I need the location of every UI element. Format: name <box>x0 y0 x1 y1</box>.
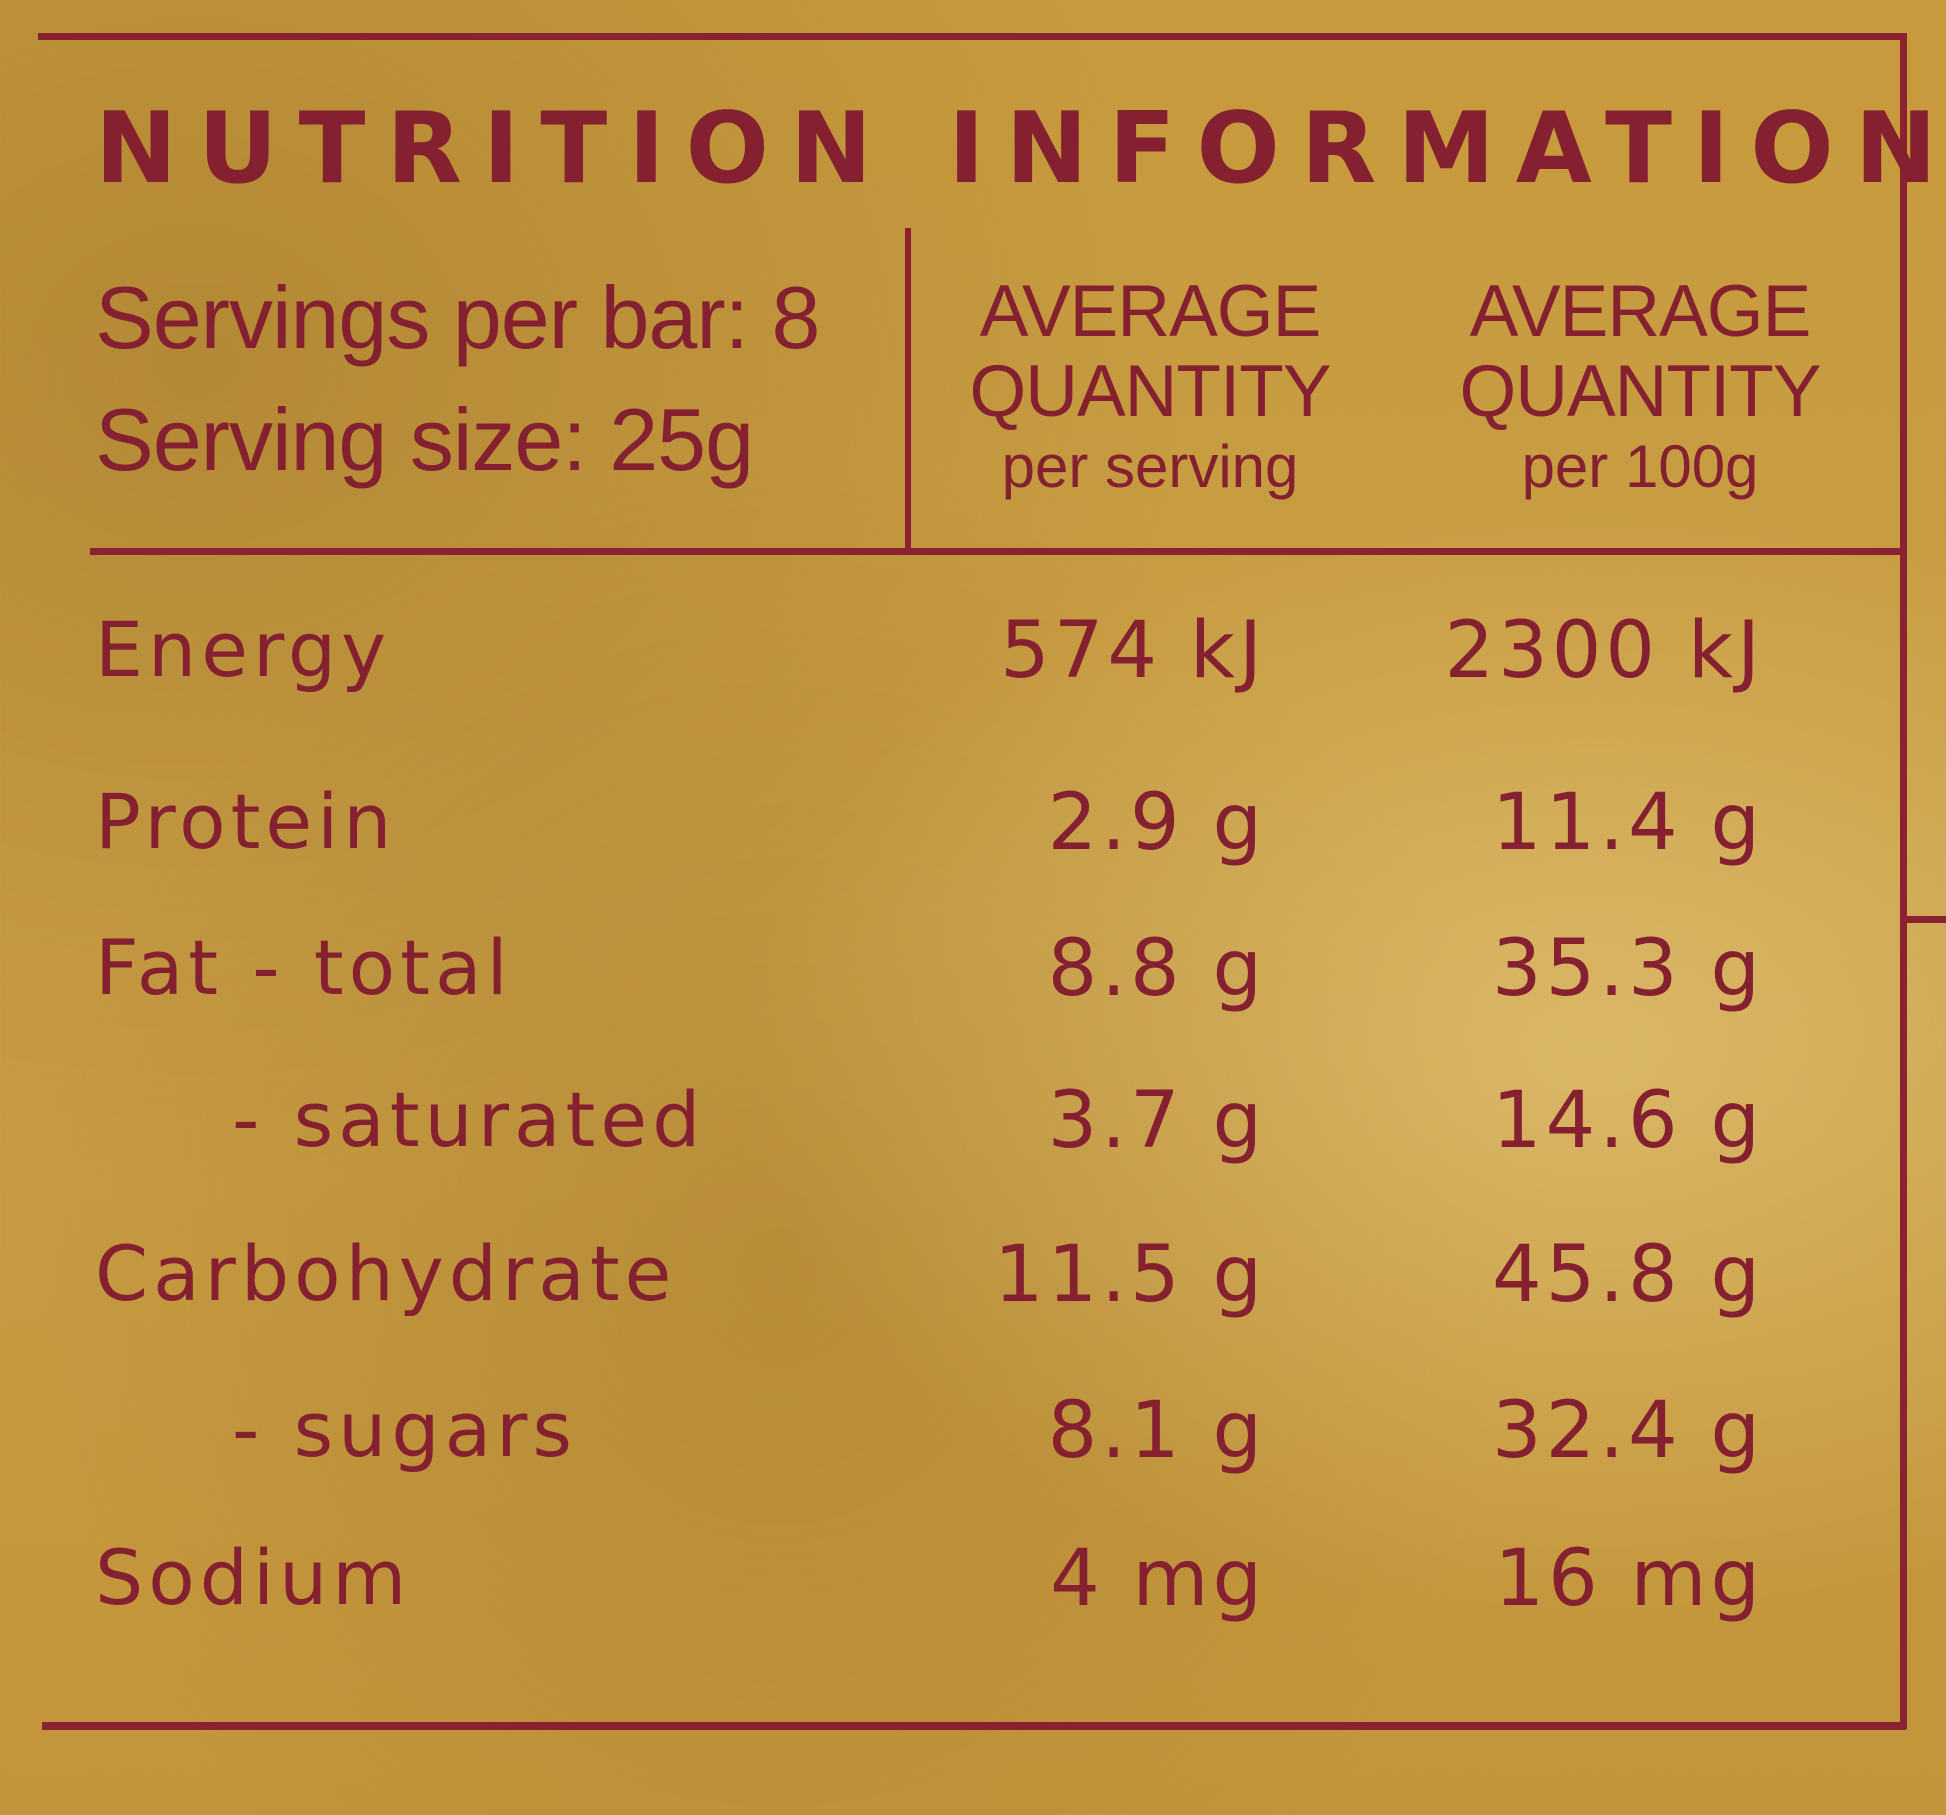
column-heading-per-100g: AVERAGE QUANTITY per 100g <box>1420 272 1860 502</box>
column-heading-line1: AVERAGE <box>1469 271 1812 352</box>
top-border <box>38 33 1906 40</box>
header-divider <box>90 548 1906 555</box>
per-100g-value: 35.3 g <box>1492 924 1764 1014</box>
panel-title: NUTRITION INFORMATION <box>95 92 1946 206</box>
column-heading-line1: AVERAGE <box>979 271 1322 352</box>
per-100g-value: 14.6 g <box>1492 1076 1764 1166</box>
nutrient-label: Protein <box>95 777 397 866</box>
bottom-border <box>42 1722 1906 1730</box>
per-serving-value: 4 mg <box>1050 1534 1266 1624</box>
column-heading-per-serving: AVERAGE QUANTITY per serving <box>930 272 1370 502</box>
nutrient-row: Protein 2.9 g 11.4 g <box>0 784 1946 904</box>
column-heading-line2: QUANTITY <box>1459 351 1821 432</box>
nutrient-row: - saturated 3.7 g 14.6 g <box>0 1082 1946 1202</box>
nutrient-label: Energy <box>95 605 392 694</box>
nutrient-label: Carbohydrate <box>95 1229 677 1318</box>
per-serving-value: 8.8 g <box>1047 924 1266 1014</box>
nutrient-row: Sodium 4 mg 16 mg <box>0 1540 1946 1660</box>
nutrient-label: Fat - total <box>95 923 513 1012</box>
nutrient-row: - sugars 8.1 g 32.4 g <box>0 1392 1946 1512</box>
per-100g-value: 45.8 g <box>1492 1230 1764 1320</box>
per-100g-value: 2300 kJ <box>1444 606 1764 696</box>
per-serving-value: 574 kJ <box>1000 606 1266 696</box>
servings-per-bar: Servings per bar: 8 <box>95 268 820 367</box>
per-serving-value: 8.1 g <box>1047 1386 1266 1476</box>
header-column-divider <box>905 228 911 552</box>
serving-size: Serving size: 25g <box>95 390 754 489</box>
column-heading-line2: QUANTITY <box>969 351 1331 432</box>
per-serving-value: 11.5 g <box>994 1230 1266 1320</box>
nutrient-row: Fat - total 8.8 g 35.3 g <box>0 930 1946 1050</box>
nutrient-row: Energy 574 kJ 2300 kJ <box>0 612 1946 732</box>
right-edge-tick <box>1900 916 1946 923</box>
right-border <box>1900 33 1907 1729</box>
per-100g-value: 16 mg <box>1494 1534 1764 1624</box>
nutrient-row: Carbohydrate 11.5 g 45.8 g <box>0 1236 1946 1356</box>
column-subheading: per 100g <box>1521 433 1759 500</box>
nutrient-label: - saturated <box>232 1075 706 1164</box>
per-100g-value: 32.4 g <box>1492 1386 1764 1476</box>
per-serving-value: 2.9 g <box>1047 778 1266 868</box>
column-subheading: per serving <box>1001 433 1299 500</box>
nutrient-label: Sodium <box>95 1533 412 1622</box>
nutrient-label: - sugars <box>232 1385 578 1474</box>
per-100g-value: 11.4 g <box>1492 778 1764 868</box>
per-serving-value: 3.7 g <box>1047 1076 1266 1166</box>
